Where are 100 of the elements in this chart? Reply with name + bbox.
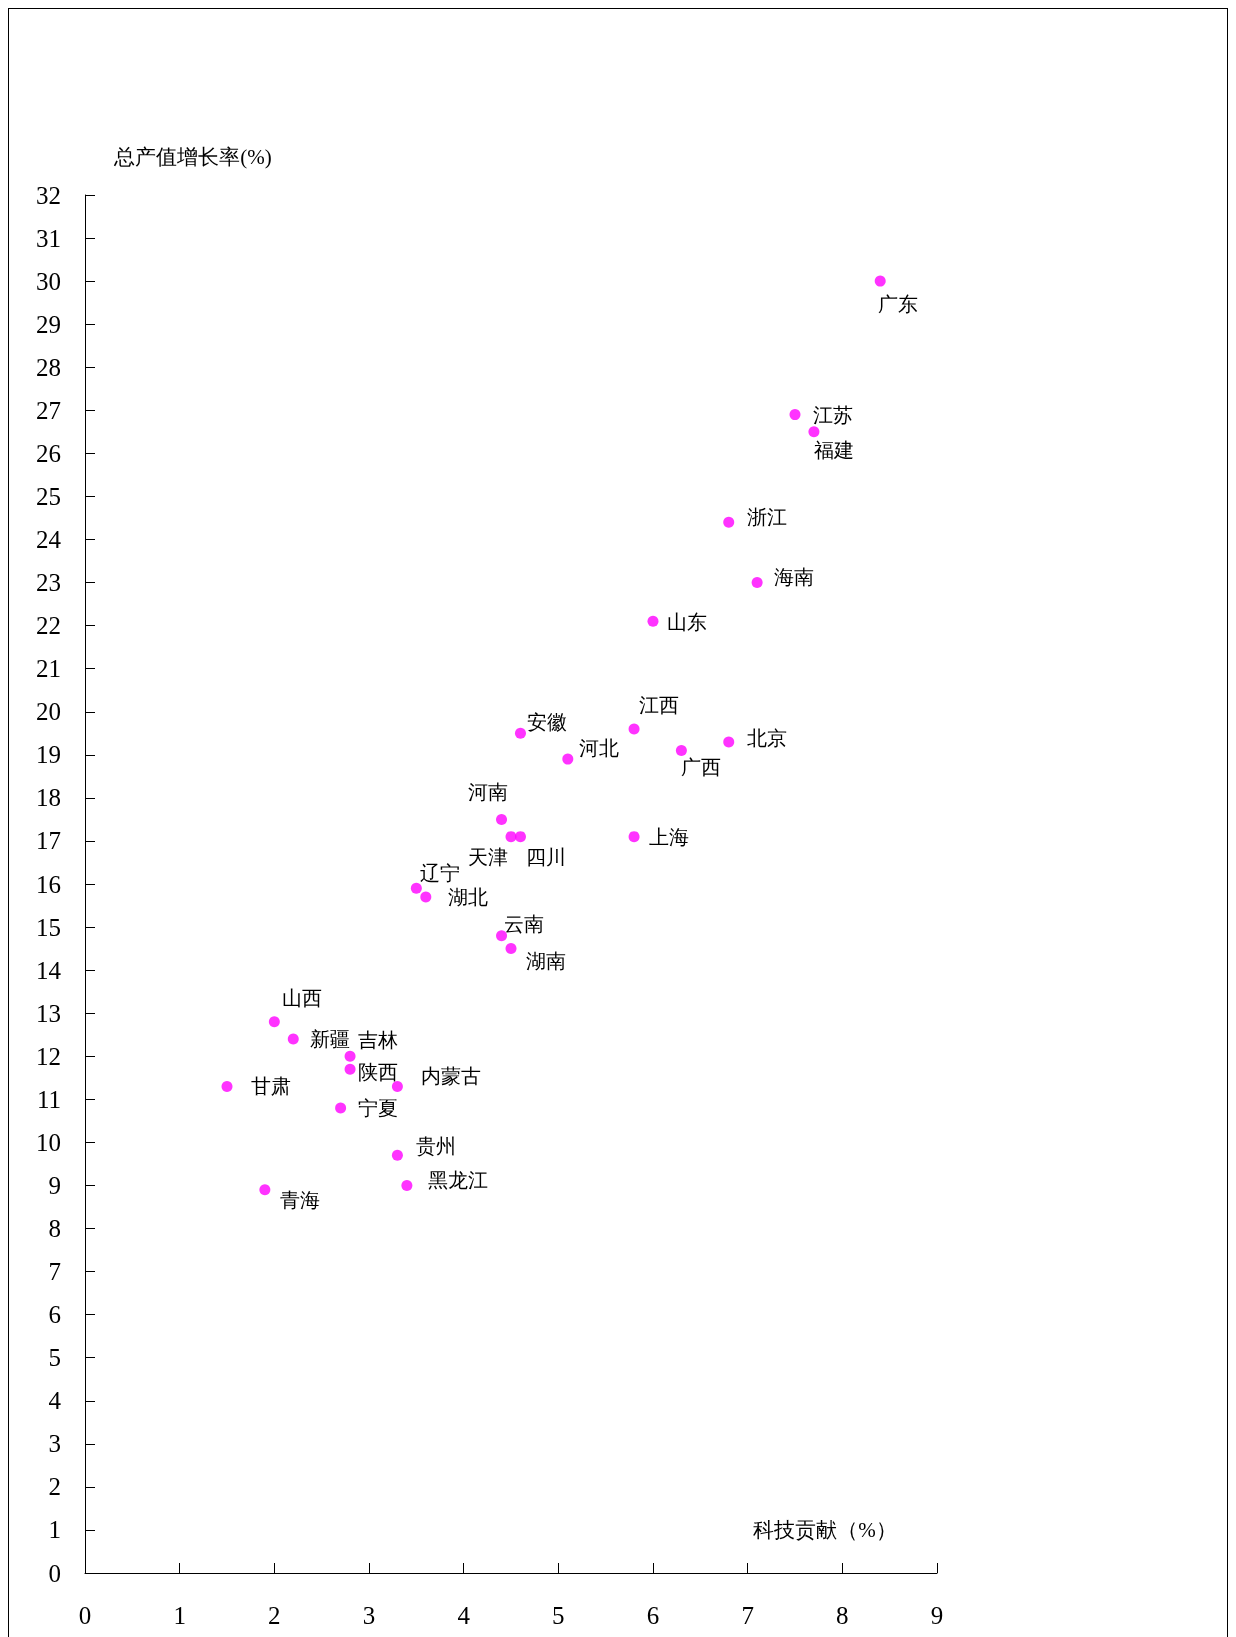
annotation: 新疆	[310, 1028, 351, 1051]
annotation: 安徽	[527, 711, 568, 734]
y-tick-label: 20	[36, 698, 61, 726]
point	[287, 1033, 299, 1045]
annotation: 陕西	[358, 1061, 399, 1084]
point	[751, 577, 763, 589]
point	[420, 891, 432, 903]
point	[268, 1016, 280, 1028]
x-tick-label: 2	[268, 1602, 281, 1629]
y-tick-label: 22	[36, 612, 61, 640]
y-tick-label: 18	[36, 784, 61, 812]
annotation: 云南	[503, 912, 544, 935]
y-tick-label: 7	[48, 1258, 61, 1286]
x-tick-label: 4	[457, 1602, 471, 1629]
annotation: 湖北	[447, 885, 488, 908]
point	[789, 409, 801, 421]
annotation: 山东	[667, 611, 707, 634]
y-tick-label: 32	[36, 181, 61, 209]
y-tick-label: 23	[36, 569, 61, 597]
point	[675, 745, 687, 756]
annotation: 甘肃	[251, 1075, 291, 1098]
point	[335, 1102, 347, 1114]
annotation: 黑龙江	[427, 1169, 488, 1192]
point	[344, 1063, 356, 1075]
x-tick-label: 6	[646, 1602, 660, 1629]
annotation: 宁夏	[357, 1096, 398, 1119]
point	[514, 727, 526, 739]
y-tick-label: 8	[48, 1215, 61, 1242]
y-tick-label: 25	[36, 482, 61, 510]
annotation: 四川	[526, 845, 567, 868]
y-tick-label: 24	[36, 526, 62, 553]
annotation: 浙江	[746, 506, 787, 529]
y-tick-label: 11	[36, 1085, 61, 1113]
annotation: 河北	[578, 737, 619, 760]
annotation: 贵州	[416, 1135, 457, 1158]
y-tick-label: 29	[36, 310, 61, 338]
point	[723, 516, 735, 528]
annotation: 天津	[468, 845, 508, 868]
point	[221, 1080, 233, 1092]
annotation: 江西	[639, 693, 680, 716]
annotation: 青海	[279, 1188, 320, 1211]
y-tick-label: 5	[48, 1344, 61, 1372]
annotation: 江苏	[813, 403, 853, 426]
point	[628, 723, 640, 735]
annotation: 内蒙古	[421, 1065, 482, 1088]
y-tick-label: 3	[48, 1430, 61, 1458]
point	[401, 1179, 413, 1191]
x-tick-label: 5	[552, 1602, 565, 1629]
point	[628, 831, 640, 843]
annotation: 辽宁	[420, 862, 461, 885]
annotation: 河南	[467, 781, 508, 804]
y-tick-label: 21	[36, 655, 61, 683]
annotation: 广西	[681, 755, 722, 778]
x-tick-label: 1	[173, 1602, 186, 1629]
point	[723, 736, 735, 748]
point	[514, 831, 526, 843]
x-tick-label: 3	[362, 1602, 376, 1629]
annotation: 福建	[813, 438, 854, 461]
y-tick-label: 19	[36, 741, 61, 769]
x-tick-label: 0	[78, 1602, 92, 1629]
y-tick-label: 2	[48, 1473, 61, 1501]
annotation: 湖南	[526, 949, 566, 972]
y-tick-label: 16	[36, 870, 61, 898]
x-tick-label: 9	[930, 1602, 944, 1629]
y-tick-label: 17	[36, 827, 61, 855]
y-tick-label: 12	[36, 1042, 61, 1070]
y-tick-label: 15	[36, 913, 61, 941]
annotation: 广东	[878, 293, 919, 316]
y-tick-label: 4	[48, 1387, 62, 1415]
x-tick-label: 8	[836, 1602, 849, 1629]
y-tick-label: 14	[36, 956, 62, 984]
y-axis-title: 总产值增长率(%)	[113, 145, 272, 169]
annotation: 上海	[649, 825, 690, 848]
annotation: 海南	[774, 565, 815, 588]
point	[259, 1184, 271, 1196]
annotation: 山西	[282, 986, 323, 1009]
x-tick-label: 7	[741, 1602, 754, 1629]
y-tick-label: 10	[36, 1128, 61, 1156]
y-tick-label: 13	[36, 999, 61, 1027]
y-tick-label: 26	[36, 439, 61, 467]
point	[808, 426, 820, 438]
y-tick-label: 1	[48, 1516, 61, 1544]
y-tick-label: 27	[36, 396, 61, 424]
annotation: 吉林	[358, 1029, 399, 1052]
point	[391, 1149, 403, 1161]
y-tick-label: 31	[36, 224, 61, 252]
y-tick-label: 28	[36, 353, 61, 381]
annotation: 北京	[746, 726, 787, 749]
point	[391, 1080, 403, 1092]
point	[410, 882, 422, 894]
y-tick-label: 30	[36, 267, 61, 295]
point	[505, 943, 517, 955]
point	[496, 813, 508, 825]
point	[344, 1050, 356, 1062]
x-axis-title: 科技贡献（%）	[753, 1518, 897, 1542]
y-tick-label: 6	[48, 1301, 61, 1329]
point	[647, 615, 659, 627]
point	[874, 275, 886, 287]
y-tick-label: 0	[48, 1559, 61, 1587]
y-tick-label: 9	[48, 1171, 61, 1199]
